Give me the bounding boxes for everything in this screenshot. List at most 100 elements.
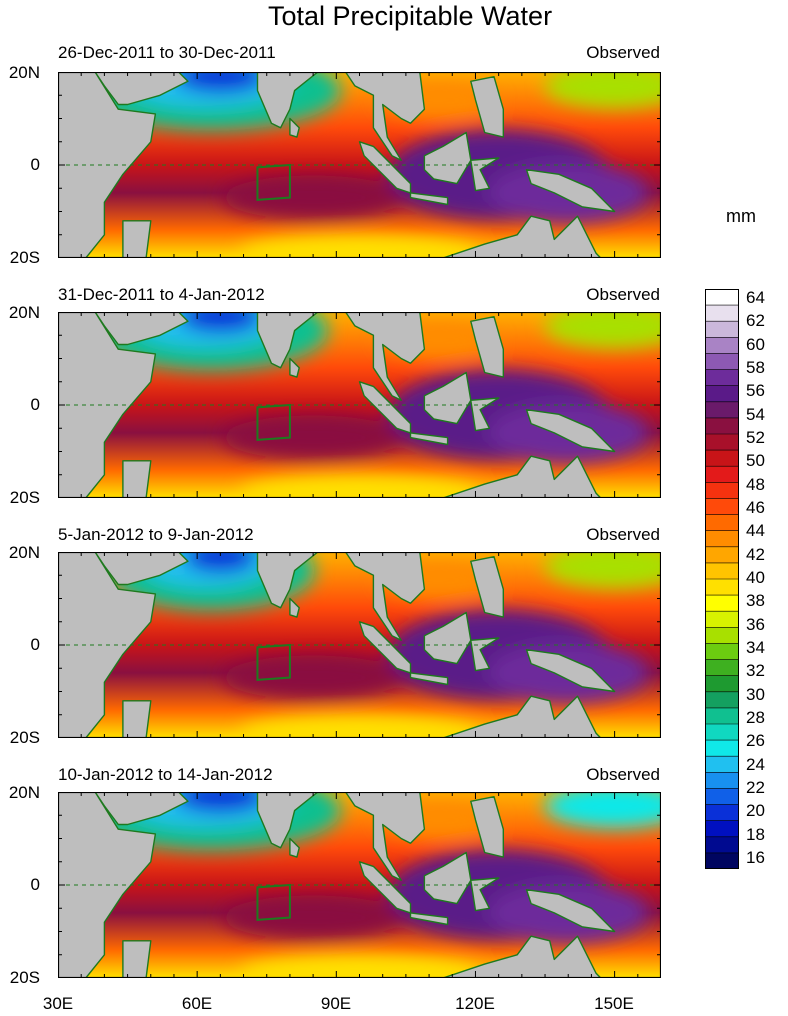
lon-label-120e: 120E — [455, 994, 495, 1013]
panel-2-date-range: 31-Dec-2011 to 4-Jan-2012 — [58, 285, 265, 304]
colorbar-tick-label: 40 — [746, 568, 765, 587]
colorbar-tick-label: 26 — [746, 731, 765, 751]
panel-2-lat-20s: 20S — [9, 488, 40, 507]
panel-1-date-range: 26-Dec-2011 to 30-Dec-2011 — [58, 43, 276, 62]
colorbar-swatch — [705, 579, 739, 596]
panel-4-lat-20s: 20S — [9, 968, 40, 987]
colorbar-swatch — [705, 707, 739, 725]
colorbar-swatch — [705, 498, 739, 516]
panel-1-lat-20s: 20S — [9, 248, 40, 267]
region-box — [256, 883, 291, 921]
panel-1-map — [58, 72, 661, 258]
colorbar-swatch — [705, 417, 739, 435]
panel-2-lat-20n: 20N — [8, 303, 40, 322]
panel-4-lat-20n: 20N — [8, 783, 40, 802]
colorbar-tick-label: 20 — [746, 801, 765, 821]
colorbar-swatch — [705, 466, 739, 483]
colorbar-tick-label: 50 — [746, 451, 765, 471]
colorbar-swatch — [705, 385, 739, 403]
colorbar-swatch — [705, 514, 739, 532]
colorbar-swatch — [705, 772, 739, 790]
colorbar-swatch — [705, 305, 739, 322]
panel-3-lat-0: 0 — [30, 635, 40, 654]
colorbar-tick-label: 32 — [746, 661, 765, 681]
colorbar-tick-label: 16 — [746, 848, 765, 867]
colorbar-swatch — [705, 691, 739, 709]
panel-4-lat-0: 0 — [30, 875, 40, 894]
colorbar-swatch — [705, 788, 739, 806]
colorbar-swatch — [705, 337, 739, 355]
panel-2-header: 31-Dec-2011 to 4-Jan-2012 Observed — [58, 284, 660, 306]
colorbar-swatch — [705, 595, 739, 612]
colorbar-tick-label: 58 — [746, 358, 765, 377]
colorbar-tick-label: 36 — [746, 614, 765, 634]
lon-label-60e: 60E — [181, 994, 213, 1013]
colorbar-swatch — [705, 482, 739, 500]
colorbar — [705, 289, 739, 869]
unit-label: mm — [726, 206, 756, 226]
colorbar-swatch — [705, 611, 739, 628]
colorbar-swatch — [705, 627, 739, 645]
colorbar-swatch — [705, 659, 739, 677]
colorbar-swatch — [705, 562, 739, 580]
panel-1-header: 26-Dec-2011 to 30-Dec-2011 Observed — [58, 42, 660, 64]
colorbar-swatch — [705, 353, 739, 371]
panel-3-map — [58, 552, 661, 738]
chart-title: Total Precipitable Water — [267, 1, 553, 31]
panel-2-lat-0: 0 — [30, 395, 40, 414]
colorbar-tick-label: 38 — [746, 591, 765, 611]
colorbar-tick-label: 42 — [746, 544, 765, 564]
lon-label-90e: 90E — [320, 994, 352, 1013]
colorbar-swatch — [705, 643, 739, 661]
colorbar-swatch — [705, 740, 739, 757]
colorbar-swatch — [705, 820, 739, 838]
panel-4-header: 10-Jan-2012 to 14-Jan-2012 Observed — [58, 764, 660, 786]
panel-3-date-range: 5-Jan-2012 to 9-Jan-2012 — [58, 525, 254, 544]
land-mass — [58, 552, 616, 738]
panel-3-type-label: Observed — [586, 525, 660, 544]
panel-3-header: 5-Jan-2012 to 9-Jan-2012 Observed — [58, 524, 660, 546]
land-mass — [58, 72, 616, 258]
colorbar-swatch — [705, 546, 739, 564]
colorbar-swatch — [705, 756, 739, 773]
panel-4-type-label: Observed — [586, 765, 660, 784]
colorbar-swatch — [705, 434, 739, 451]
colorbar-swatch — [705, 369, 739, 387]
colorbar-tick-label: 22 — [746, 778, 765, 797]
colorbar-swatch — [705, 450, 739, 467]
panel-1-type-label: Observed — [586, 43, 660, 62]
colorbar-swatch — [705, 724, 739, 741]
panel-2-type-label: Observed — [586, 285, 660, 304]
colorbar-tick-label: 52 — [746, 428, 765, 447]
colorbar-swatch — [705, 836, 739, 854]
colorbar-tick-label: 60 — [746, 334, 765, 354]
panel-4-date-range: 10-Jan-2012 to 14-Jan-2012 — [58, 765, 273, 784]
colorbar-tick-label: 54 — [746, 404, 765, 424]
colorbar-swatch — [705, 530, 739, 548]
colorbar-swatch — [705, 804, 739, 822]
colorbar-tick-label: 30 — [746, 684, 765, 704]
colorbar-tick-label: 56 — [746, 381, 765, 401]
colorbar-tick-label: 64 — [746, 288, 765, 307]
colorbar-swatch — [705, 401, 739, 419]
land-mass — [58, 792, 616, 978]
region-box — [256, 643, 291, 681]
region-box — [256, 163, 291, 201]
panel-4-map — [58, 792, 661, 978]
colorbar-swatch — [705, 289, 739, 306]
colorbar-tick-label: 62 — [746, 311, 765, 331]
land-mass — [58, 312, 616, 498]
colorbar-tick-label: 24 — [746, 754, 765, 774]
colorbar-tick-label: 46 — [746, 498, 765, 517]
panel-3-lat-20s: 20S — [9, 728, 40, 747]
colorbar-swatch — [705, 321, 739, 338]
colorbar-tick-label: 34 — [746, 638, 765, 657]
panel-2-map — [58, 312, 661, 498]
colorbar-tick-label: 44 — [746, 521, 765, 541]
panel-1-lat-0: 0 — [30, 155, 40, 174]
panel-3-lat-20n: 20N — [8, 543, 40, 562]
panel-1-lat-20n: 20N — [8, 63, 40, 82]
lon-label-150e: 150E — [594, 994, 634, 1013]
colorbar-tick-label: 48 — [746, 474, 765, 494]
colorbar-tick-label: 28 — [746, 708, 765, 727]
